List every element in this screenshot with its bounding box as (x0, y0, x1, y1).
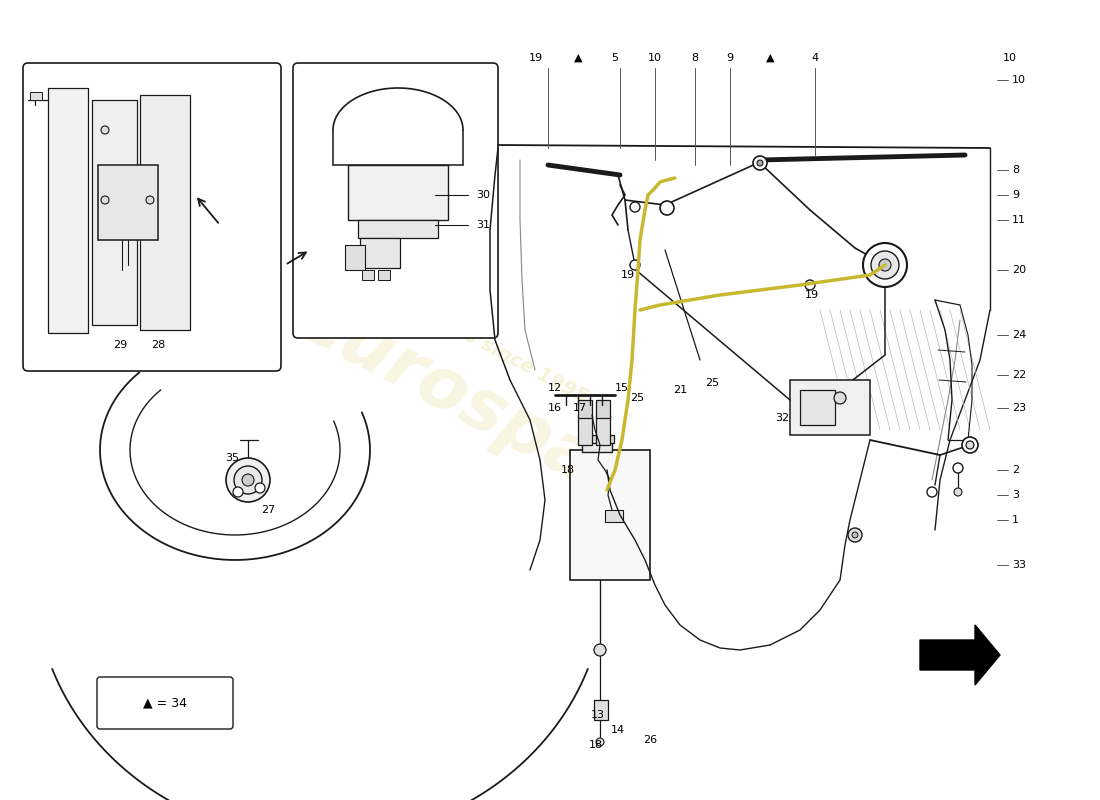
Bar (570, 450, 650, 580)
Text: 23: 23 (1012, 403, 1026, 413)
Bar (378, 270, 390, 280)
Circle shape (805, 280, 815, 290)
Bar (345, 245, 365, 270)
Text: 30: 30 (476, 190, 490, 200)
Bar (594, 700, 608, 720)
Circle shape (852, 532, 858, 538)
Text: 14: 14 (610, 725, 625, 735)
Bar (580, 435, 614, 443)
Text: 25: 25 (630, 393, 645, 403)
Text: 8: 8 (1012, 165, 1019, 175)
Text: ▲: ▲ (574, 53, 582, 63)
Circle shape (101, 196, 109, 204)
Bar (140, 95, 190, 330)
Text: ▲ = 34: ▲ = 34 (143, 697, 187, 710)
Polygon shape (920, 625, 1000, 685)
Bar (582, 440, 612, 452)
Circle shape (233, 487, 243, 497)
Text: 20: 20 (1012, 265, 1026, 275)
Text: 19: 19 (620, 270, 635, 280)
Circle shape (754, 156, 767, 170)
Bar (360, 238, 400, 268)
Text: 3: 3 (1012, 490, 1019, 500)
Text: 32: 32 (774, 413, 789, 423)
Bar (362, 270, 374, 280)
Circle shape (596, 738, 604, 746)
FancyBboxPatch shape (293, 63, 498, 338)
Text: 13: 13 (591, 710, 605, 720)
Circle shape (864, 243, 907, 287)
Text: ▲: ▲ (766, 53, 774, 63)
Circle shape (234, 466, 262, 494)
Circle shape (848, 528, 862, 542)
Circle shape (953, 463, 962, 473)
Bar (348, 165, 448, 220)
Bar (578, 415, 592, 445)
Text: eurospar: eurospar (285, 284, 639, 516)
Bar (92, 100, 138, 325)
Text: 18: 18 (561, 465, 575, 475)
Text: 10: 10 (648, 53, 662, 63)
Text: 4: 4 (812, 53, 818, 63)
Bar (358, 220, 438, 238)
Text: 15: 15 (615, 383, 629, 393)
Circle shape (660, 201, 674, 215)
Text: 22: 22 (1012, 370, 1026, 380)
Circle shape (101, 126, 109, 134)
Text: 1: 1 (1012, 515, 1019, 525)
Text: 5: 5 (612, 53, 618, 63)
Text: 21: 21 (673, 385, 688, 395)
Text: 10: 10 (1012, 75, 1026, 85)
Bar (605, 510, 623, 522)
Text: 19: 19 (805, 290, 820, 300)
Text: 35: 35 (226, 453, 239, 463)
Text: 9: 9 (726, 53, 734, 63)
Text: 9: 9 (1012, 190, 1019, 200)
Text: a passion for parts since 1995: a passion for parts since 1995 (289, 234, 591, 406)
Bar (800, 390, 835, 425)
Bar (578, 400, 592, 418)
Text: 29: 29 (113, 340, 128, 350)
Circle shape (834, 392, 846, 404)
Circle shape (962, 437, 978, 453)
Text: 12: 12 (548, 383, 562, 393)
Circle shape (594, 644, 606, 656)
Text: 16: 16 (548, 403, 562, 413)
Bar (790, 380, 870, 435)
Text: 33: 33 (1012, 560, 1026, 570)
Circle shape (226, 458, 270, 502)
Circle shape (630, 202, 640, 212)
Bar (596, 415, 611, 445)
Circle shape (871, 251, 899, 279)
Circle shape (630, 260, 640, 270)
Text: 17: 17 (573, 403, 587, 413)
Circle shape (757, 160, 763, 166)
Circle shape (242, 474, 254, 486)
Text: 8: 8 (692, 53, 698, 63)
FancyBboxPatch shape (97, 677, 233, 729)
Circle shape (954, 488, 962, 496)
Bar (596, 400, 611, 418)
Text: 26: 26 (642, 735, 657, 745)
Text: 18: 18 (588, 740, 603, 750)
Bar (98, 165, 158, 240)
Text: 28: 28 (151, 340, 165, 350)
Text: 11: 11 (1012, 215, 1026, 225)
Text: 31: 31 (476, 220, 490, 230)
Text: 24: 24 (1012, 330, 1026, 340)
Circle shape (255, 483, 265, 493)
Text: 2: 2 (1012, 465, 1019, 475)
Bar (48, 88, 88, 333)
Circle shape (927, 487, 937, 497)
Circle shape (966, 441, 974, 449)
Text: 10: 10 (1003, 53, 1018, 63)
Circle shape (879, 259, 891, 271)
Text: 25: 25 (705, 378, 719, 388)
Bar (30, 92, 42, 100)
Text: 27: 27 (261, 505, 275, 515)
Circle shape (146, 196, 154, 204)
Text: 19: 19 (529, 53, 543, 63)
FancyBboxPatch shape (23, 63, 281, 371)
